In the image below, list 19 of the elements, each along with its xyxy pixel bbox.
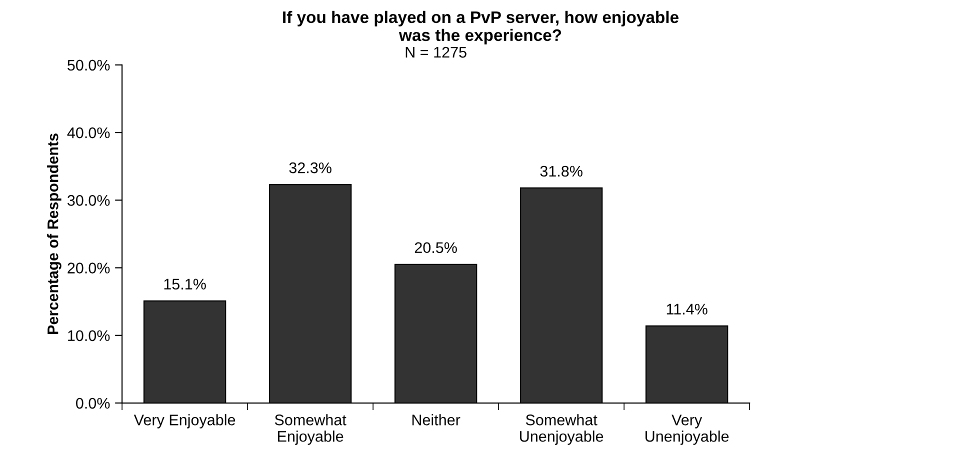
data-label: 11.4%	[666, 304, 708, 315]
chart-subtitle: N = 1275	[406, 46, 466, 58]
y-tick-label: 30.0%	[68, 195, 110, 206]
data-label: 15.1%	[164, 278, 206, 290]
y-tick-label: 50.0%	[68, 60, 110, 71]
y-tick-label: 10.0%	[68, 330, 110, 342]
y-tick-label: 40.0%	[67, 127, 110, 138]
data-label: 31.8%	[540, 166, 582, 177]
x-tick-label: Somewhat Unenjoyable	[520, 414, 604, 445]
x-tick-label: Neither	[412, 414, 460, 426]
y-tick-label: 0.0%	[76, 398, 110, 409]
chart-title: If you have played on a PvP server, how enjoyable was the experience?	[283, 10, 678, 44]
x-tick-label: Somewhat Enjoyable	[274, 414, 346, 445]
data-label: 32.3%	[289, 162, 332, 174]
x-tick-label: Very Enjoyable	[134, 414, 236, 428]
y-axis-title: Percentage of Respondents	[47, 134, 62, 334]
data-label: 20.5%	[414, 242, 457, 254]
y-tick-label: 20.0%	[68, 262, 110, 274]
x-tick-label: Very Unenjoyable	[646, 414, 729, 445]
